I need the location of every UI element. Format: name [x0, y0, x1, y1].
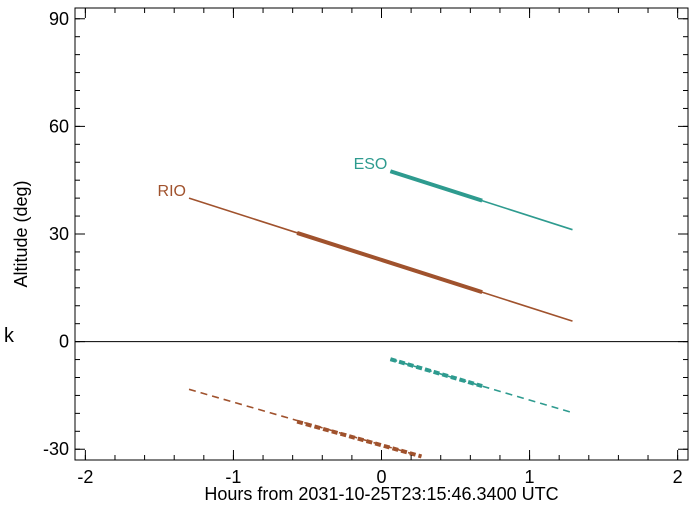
x-tick-label: -2 [77, 467, 93, 487]
x-tick-label: 0 [376, 467, 386, 487]
rio-dashed-thick-line [296, 419, 423, 459]
rio-dashed-thin-line [188, 388, 422, 458]
rio-solid-thick-line [296, 231, 483, 295]
eso-solid-thick-line [389, 169, 483, 203]
stray-k-label: k [3, 326, 15, 349]
y-tick-label: 60 [49, 116, 69, 136]
y-tick-label: 90 [49, 9, 69, 29]
series-layer [188, 169, 573, 459]
tick-layer: -2 -1 0 1 2 -30 0 30 60 90 [43, 8, 688, 487]
y-tick-label: -30 [43, 439, 69, 459]
label-layer: RIO ESO [158, 156, 388, 200]
y-tick-label: 0 [59, 332, 69, 352]
x-tick-label: 1 [525, 467, 535, 487]
y-axis-title: Altitude (deg) [11, 180, 31, 287]
x-axis-title: Hours from 2031-10-25T23:15:46.3400 UTC [204, 484, 558, 504]
eso-dashed-thin-line [390, 358, 573, 414]
eso-series-label: ESO [354, 156, 388, 173]
eso-dashed-thick-line [389, 357, 483, 389]
y-tick-label: 30 [49, 224, 69, 244]
x-tick-label: -1 [225, 467, 241, 487]
rio-series-label: RIO [158, 183, 186, 200]
x-tick-label: 2 [673, 467, 683, 487]
plot-frame [74, 7, 689, 461]
